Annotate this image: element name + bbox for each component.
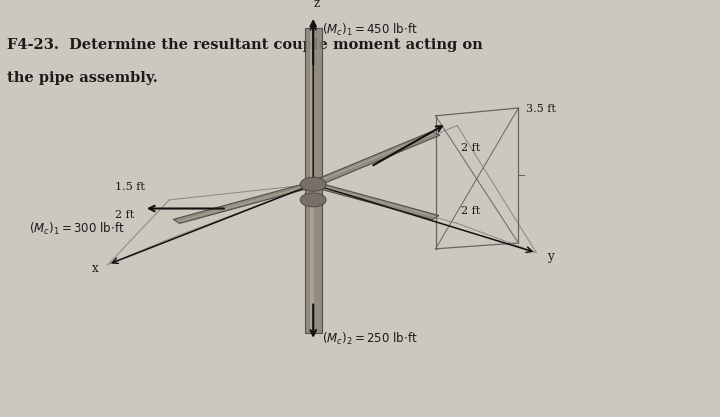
Text: 2 ft: 2 ft: [461, 143, 480, 153]
Text: 2 ft: 2 ft: [461, 206, 480, 216]
Text: F4-23.  Determine the resultant couple moment acting on: F4-23. Determine the resultant couple mo…: [7, 38, 483, 52]
Text: $(M_c)_1 = 450\ \mathrm{lb{\cdot}ft}$: $(M_c)_1 = 450\ \mathrm{lb{\cdot}ft}$: [322, 22, 418, 38]
Text: 3.5 ft: 3.5 ft: [526, 104, 555, 114]
Text: the pipe assembly.: the pipe assembly.: [7, 71, 158, 85]
Polygon shape: [310, 28, 313, 333]
Polygon shape: [310, 182, 438, 219]
Text: z: z: [314, 0, 320, 10]
Text: y: y: [547, 250, 554, 263]
Polygon shape: [305, 28, 322, 333]
Polygon shape: [309, 132, 440, 186]
Text: $(M_c)_1 = 300\ \mathrm{lb{\cdot}ft}$: $(M_c)_1 = 300\ \mathrm{lb{\cdot}ft}$: [29, 221, 125, 237]
Circle shape: [300, 177, 326, 191]
Polygon shape: [174, 182, 316, 224]
Polygon shape: [176, 184, 315, 222]
Polygon shape: [312, 133, 436, 184]
Polygon shape: [313, 183, 437, 218]
Text: x: x: [92, 262, 99, 275]
Text: 1.5 ft: 1.5 ft: [115, 182, 145, 192]
Text: $(M_c)_2 = 250\ \mathrm{lb{\cdot}ft}$: $(M_c)_2 = 250\ \mathrm{lb{\cdot}ft}$: [322, 331, 418, 347]
Circle shape: [300, 193, 326, 207]
Text: 2 ft: 2 ft: [115, 209, 135, 219]
